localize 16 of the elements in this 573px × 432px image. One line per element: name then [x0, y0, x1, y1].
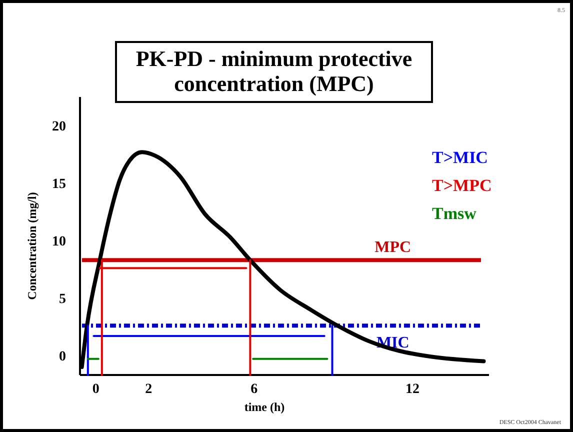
- text: T>MIC: [432, 148, 488, 167]
- x-tick-label: 6: [250, 382, 258, 397]
- text: Tmsw: [432, 204, 478, 223]
- y-tick-label: 5: [59, 292, 66, 308]
- ref-line-label: MPC: [374, 239, 412, 256]
- y-tick-label: 10: [52, 234, 66, 250]
- chart-title: PK-PD - minimum protective concentration (MPC): [136, 46, 412, 96]
- y-axis-title: Concentration (mg/l): [25, 192, 39, 300]
- x-axis-title: time (h): [244, 400, 285, 414]
- x-tick-label: 0: [92, 382, 100, 397]
- y-tick-label: 15: [52, 177, 66, 192]
- text: T>MPC: [432, 176, 492, 195]
- x-tick-label: 12: [405, 382, 420, 397]
- x-tick-label: 2: [145, 382, 152, 397]
- y-tick-label: 20: [52, 120, 66, 135]
- y-tick-label: 0: [59, 349, 66, 364]
